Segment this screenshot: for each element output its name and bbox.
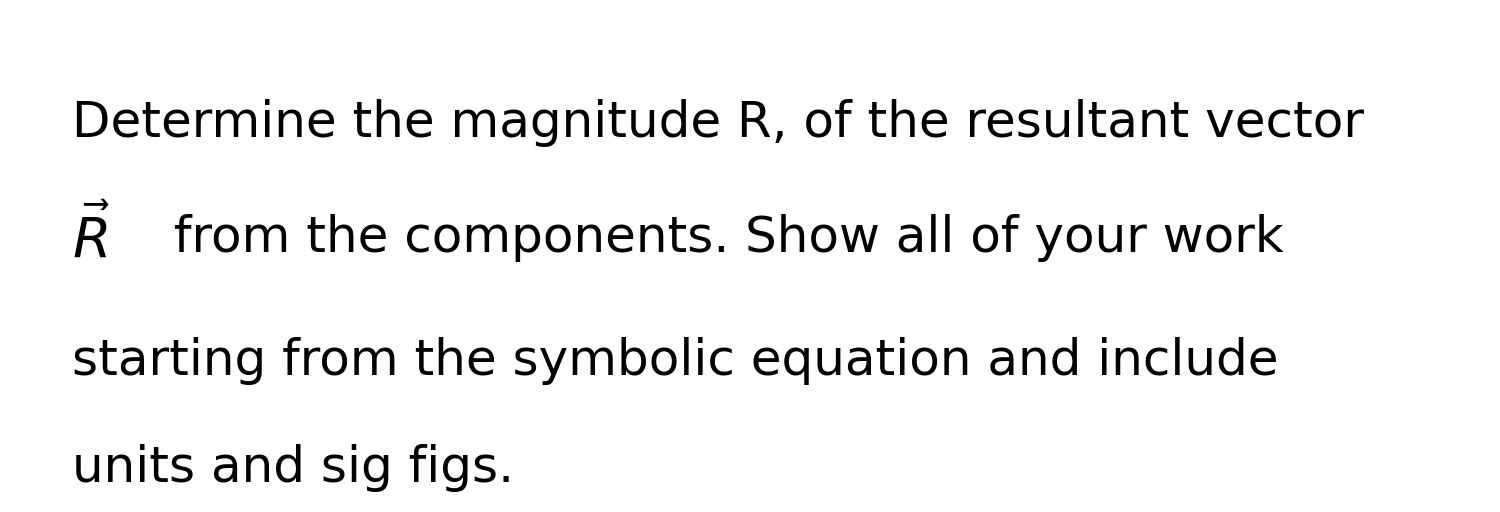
- Text: units and sig figs.: units and sig figs.: [72, 444, 514, 493]
- Text: Determine the magnitude R, of the resultant vector: Determine the magnitude R, of the result…: [72, 99, 1364, 147]
- Text: from the components. Show all of your work: from the components. Show all of your wo…: [158, 214, 1282, 262]
- Text: $\vec{R}$: $\vec{R}$: [72, 207, 111, 269]
- Text: starting from the symbolic equation and include: starting from the symbolic equation and …: [72, 337, 1278, 385]
